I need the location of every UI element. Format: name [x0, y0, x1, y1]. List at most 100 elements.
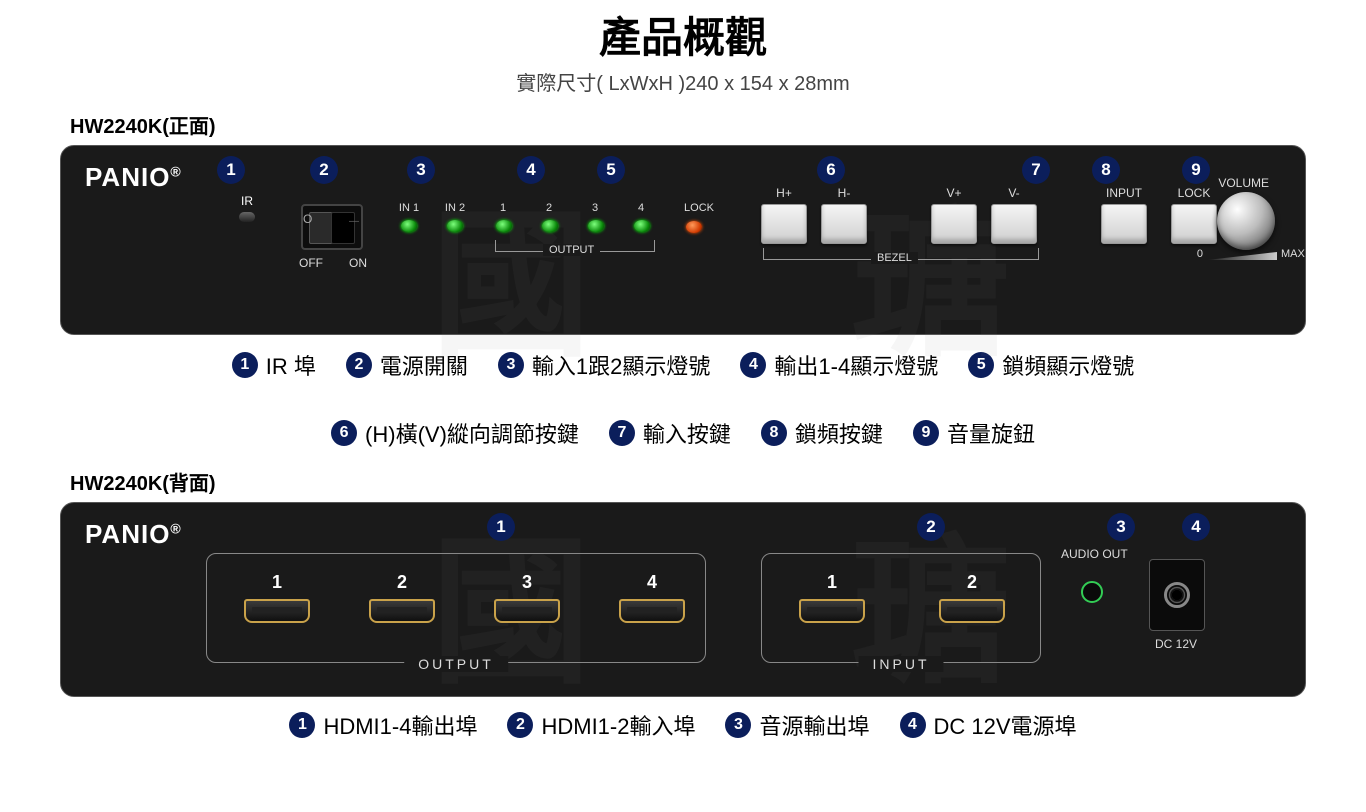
legend-item: 9 音量旋鈕	[913, 417, 1035, 449]
legend-text: IR 埠	[266, 349, 316, 381]
button-hplus[interactable]	[761, 204, 807, 244]
legend-text: 鎖頻顯示燈號	[1002, 349, 1134, 381]
hdmi-port-icon	[939, 599, 1005, 623]
button-label-hminus: H-	[815, 186, 873, 200]
hdmi-port-icon	[244, 599, 310, 623]
legend-marker: 9	[913, 420, 939, 446]
back-marker-4: 4	[1182, 513, 1210, 541]
button-lock[interactable]	[1171, 204, 1217, 244]
hdmi-output-1[interactable]: 1	[237, 572, 317, 623]
led-in1-icon	[401, 220, 417, 232]
back-marker-3: 3	[1107, 513, 1135, 541]
legend-text: HDMI1-4輸出埠	[323, 709, 477, 741]
front-marker-4: 4	[517, 156, 545, 184]
dc-label: DC 12V	[1155, 637, 1197, 651]
legend-item: 3輸入1跟2顯示燈號	[498, 349, 710, 381]
legend-text: (H)橫(V)縱向調節按鍵	[365, 417, 579, 449]
volume-min-label: 0	[1197, 248, 1203, 260]
led-out4-icon	[634, 220, 650, 232]
legend-marker: 6	[331, 420, 357, 446]
front-marker-3: 3	[407, 156, 435, 184]
legend-item: 1 HDMI1-4輸出埠	[289, 709, 477, 741]
port-number: 2	[362, 572, 442, 593]
back-panel-label: HW2240K(背面)	[70, 467, 1306, 496]
page-title: 產品概觀	[60, 0, 1306, 65]
port-number: 3	[487, 572, 567, 593]
output-group-label: OUTPUT	[404, 656, 508, 672]
volume-knob[interactable]	[1217, 192, 1275, 250]
front-marker-2: 2	[310, 156, 338, 184]
back-marker-1: 1	[487, 513, 515, 541]
volume-scale-icon	[1207, 252, 1277, 260]
button-vplus[interactable]	[931, 204, 977, 244]
switch-off-label: OFF	[299, 256, 323, 270]
legend-marker: 1	[289, 712, 315, 738]
button-vminus[interactable]	[991, 204, 1037, 244]
hdmi-input-2[interactable]: 2	[932, 572, 1012, 623]
legend-text: 音量旋鈕	[947, 417, 1035, 449]
button-label-hplus: H+	[755, 186, 813, 200]
led-label: 2	[537, 202, 561, 214]
volume-label: VOLUME	[1218, 176, 1269, 190]
led-lock-icon	[686, 221, 702, 233]
front-marker-6: 6	[817, 156, 845, 184]
button-label-lock: LOCK	[1165, 186, 1223, 200]
dimensions-subtitle: 實際尺寸( LxWxH )240 x 154 x 28mm	[60, 67, 1306, 96]
legend-text: DC 12V電源埠	[934, 709, 1077, 741]
hdmi-port-icon	[619, 599, 685, 623]
legend-item: 6 (H)橫(V)縱向調節按鍵	[331, 417, 579, 449]
led-out2-icon	[542, 220, 558, 232]
led-label: 4	[629, 202, 653, 214]
audio-jack-icon[interactable]	[1081, 581, 1103, 603]
hdmi-output-3[interactable]: 3	[487, 572, 567, 623]
output-port-group: 1234 OUTPUT	[206, 553, 706, 663]
power-switch[interactable]	[301, 204, 363, 250]
switch-o-icon: O	[303, 212, 312, 226]
legend-text: 電源開關	[380, 349, 468, 381]
switch-i-icon: —	[349, 216, 359, 227]
legend-item: 1 IR 埠	[232, 349, 316, 381]
led-label: 1	[491, 202, 515, 214]
legend-marker: 3	[498, 352, 524, 378]
front-legend: 1IR 埠2電源開關3輸入1跟2顯示燈號4輸出1-4顯示燈號5鎖頻顯示燈號6(H…	[60, 349, 1306, 449]
legend-item: 7 輸入按鍵	[609, 417, 731, 449]
dc-power-port[interactable]	[1149, 559, 1205, 631]
ir-port-icon	[239, 212, 255, 222]
legend-text: 輸入按鍵	[643, 417, 731, 449]
front-marker-9: 9	[1182, 156, 1210, 184]
legend-item: 4輸出1-4顯示燈號	[740, 349, 938, 381]
front-panel-label: HW2240K(正面)	[70, 110, 1306, 139]
legend-item: 2HDMI1-2輸入埠	[507, 709, 695, 741]
button-input[interactable]	[1101, 204, 1147, 244]
hdmi-output-2[interactable]: 2	[362, 572, 442, 623]
legend-marker: 8	[761, 420, 787, 446]
legend-marker: 1	[232, 352, 258, 378]
button-label-input: INPUT	[1095, 186, 1153, 200]
back-panel: 國瑭 PANIO® 1234 1234 OUTPUT 12 INPUT AUDI…	[60, 502, 1306, 697]
legend-marker: 4	[900, 712, 926, 738]
audio-out-label: AUDIO OUT	[1061, 547, 1128, 561]
front-marker-7: 7	[1022, 156, 1050, 184]
button-hminus[interactable]	[821, 204, 867, 244]
volume-max-label: MAX	[1281, 248, 1311, 260]
front-marker-1: 1	[217, 156, 245, 184]
ir-label: IR	[241, 194, 253, 208]
legend-marker: 5	[968, 352, 994, 378]
led-label: IN 2	[443, 202, 467, 214]
front-panel: 國瑭 PANIO® 123456789 IR O — OFF ON IN 1 I…	[60, 145, 1306, 335]
input-group-label: INPUT	[859, 656, 944, 672]
hdmi-port-icon	[799, 599, 865, 623]
front-marker-5: 5	[597, 156, 625, 184]
legend-marker: 7	[609, 420, 635, 446]
bezel-bracket-label: BEZEL	[871, 252, 918, 264]
legend-marker: 2	[507, 712, 533, 738]
legend-text: 音源輸出埠	[759, 709, 869, 741]
hdmi-input-1[interactable]: 1	[792, 572, 872, 623]
led-out1-icon	[496, 220, 512, 232]
legend-marker: 3	[725, 712, 751, 738]
port-number: 2	[932, 572, 1012, 593]
legend-text: 輸出1-4顯示燈號	[774, 349, 938, 381]
hdmi-output-4[interactable]: 4	[612, 572, 692, 623]
hdmi-port-icon	[494, 599, 560, 623]
back-marker-2: 2	[917, 513, 945, 541]
